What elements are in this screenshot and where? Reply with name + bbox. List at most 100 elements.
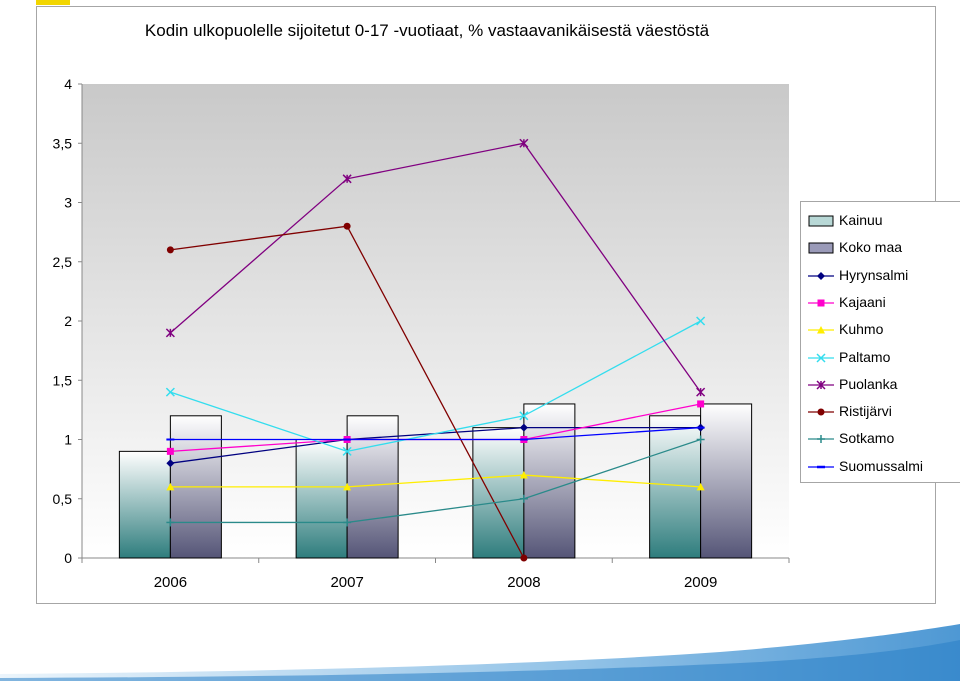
legend-symbol	[808, 408, 834, 416]
bottom-wave-decoration	[0, 624, 960, 681]
y-tick-label: 2,5	[53, 254, 73, 270]
legend-symbol	[808, 299, 834, 307]
point-kuhmo	[166, 482, 175, 491]
point-paltamo-shape	[165, 387, 175, 397]
x-tick-label: 2007	[330, 574, 363, 591]
legend-marker	[817, 326, 825, 334]
point-hyrynsalmi	[519, 423, 528, 432]
legend-item: Kajaani	[801, 290, 960, 317]
legend-marker	[817, 408, 825, 416]
legend-item: Hyrynsalmi	[801, 263, 960, 290]
bar-kainuu	[118, 450, 171, 559]
point-paltamo-shape	[696, 316, 706, 326]
point-kuhmo-shape	[166, 482, 175, 491]
point-hyrynsalmi-shape	[166, 459, 175, 468]
y-tick-label: 4	[64, 76, 72, 92]
point-sotkamo	[519, 494, 528, 503]
legend-symbol	[808, 465, 834, 468]
legend-swatch	[808, 242, 834, 254]
point-kuhmo-shape	[519, 471, 528, 479]
chart-legend: Kainuu Koko maa Hyrynsalmi Kajaani Kuhmo Palt…	[800, 201, 960, 483]
point-kuhmo	[519, 471, 528, 479]
point-ristijarvi-shape	[166, 246, 174, 254]
corner-accent	[36, 0, 70, 5]
point-ristijarvi-shape	[520, 554, 528, 562]
point-kajaani	[697, 400, 705, 408]
point-paltamo-shape	[342, 446, 352, 456]
chart-frame: Kodin ulkopuolelle sijoitetut 0-17 -vuot…	[36, 6, 960, 604]
legend-item: Suomussalmi	[801, 454, 960, 481]
legend-label: Ristijärvi	[839, 403, 892, 420]
legend-symbol	[808, 326, 834, 334]
legend-symbol	[808, 435, 834, 444]
chart-title: Kodin ulkopuolelle sijoitetut 0-17 -vuot…	[144, 21, 710, 40]
legend-label: Koko maa	[839, 239, 903, 256]
legend-label: Paltamo	[839, 348, 891, 365]
point-kuhmo-shape	[696, 482, 705, 491]
point-paltamo-shape	[519, 411, 529, 421]
legend-marker	[817, 299, 825, 307]
series-line-sotkamo	[170, 438, 701, 524]
legend-label: Sotkamo	[839, 430, 895, 447]
series-line-puolanka	[169, 142, 702, 393]
bar-kainuu	[472, 427, 525, 559]
point-paltamo	[519, 411, 529, 421]
y-tick-label: 1	[64, 432, 72, 448]
y-tick-label: 3	[64, 195, 72, 211]
legend-marker	[816, 352, 826, 363]
point-sotkamo	[696, 435, 705, 444]
point-paltamo	[696, 316, 706, 326]
point-paltamo	[342, 446, 352, 456]
point-kajaani-shape	[697, 400, 705, 408]
point-ristijarvi	[343, 222, 351, 230]
y-tick-label: 2	[64, 313, 72, 329]
point-kuhmo-shape	[343, 482, 352, 491]
point-sotkamo	[166, 518, 175, 527]
legend-symbol	[808, 215, 834, 227]
legend-label: Kainuu	[839, 212, 883, 228]
legend-item: Ristijärvi	[801, 399, 960, 426]
point-hyrynsalmi-shape	[519, 423, 528, 432]
point-puolanka	[696, 387, 706, 397]
point-kuhmo	[343, 482, 352, 491]
y-tick-label: 1,5	[53, 372, 73, 388]
y-tick-label: 3,5	[53, 135, 73, 151]
chart-plot: 0 0,5 1 1,5 2 2,5 3 3,5 4 2006 2007 2008 2009	[53, 76, 790, 591]
legend-symbol	[808, 352, 834, 363]
point-ristijarvi	[520, 554, 528, 562]
point-kajaani	[166, 447, 174, 455]
legend-item: Kuhmo	[801, 317, 960, 344]
point-ristijarvi	[166, 246, 174, 254]
x-tick-label: 2008	[507, 574, 540, 591]
legend-item: Puolanka	[801, 372, 960, 399]
y-tick-label: 0,5	[53, 491, 73, 507]
x-tick-label: 2006	[154, 574, 187, 591]
series-line-kuhmo	[170, 474, 701, 488]
point-puolanka	[165, 328, 175, 338]
legend-item: Koko maa	[801, 235, 960, 262]
legend-item: Kainuu	[801, 208, 960, 235]
point-hyrynsalmi	[166, 459, 175, 468]
legend-symbol	[808, 242, 834, 254]
point-kajaani-shape	[166, 447, 174, 455]
point-sotkamo	[343, 518, 352, 527]
point-paltamo	[165, 387, 175, 397]
point-puolanka	[342, 174, 352, 184]
legend-item: Paltamo	[801, 345, 960, 372]
y-tick-label: 0	[64, 550, 72, 566]
series-line-paltamo	[170, 320, 701, 453]
series-line-suomussalmi	[170, 427, 701, 441]
x-tick-label: 2009	[684, 574, 717, 591]
legend-swatch	[808, 215, 834, 227]
bar-kainuu	[295, 439, 348, 559]
point-ristijarvi-shape	[343, 222, 351, 230]
legend-label: Hyrynsalmi	[839, 266, 909, 283]
legend-label: Kajaani	[839, 293, 886, 310]
legend-symbol	[808, 271, 834, 280]
point-puolanka	[519, 138, 529, 148]
legend-marker	[817, 271, 825, 280]
legend-label: Puolanka	[839, 375, 898, 392]
point-kuhmo	[696, 482, 705, 491]
bar-koko-maa	[523, 403, 576, 559]
legend-label: Kuhmo	[839, 321, 884, 338]
